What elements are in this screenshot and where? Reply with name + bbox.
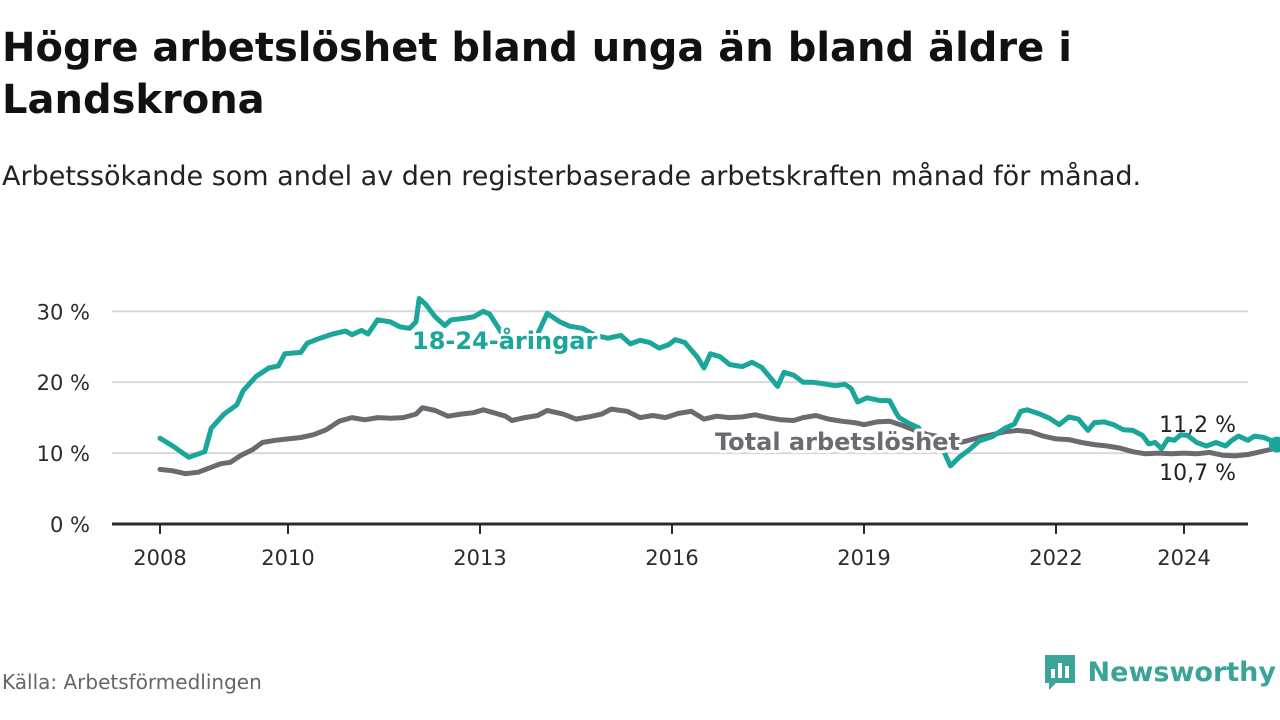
x-tick-label: 2019 xyxy=(837,546,890,570)
x-tick-label: 2024 xyxy=(1157,546,1210,570)
x-tick-label: 2013 xyxy=(453,546,506,570)
series-label-total: Total arbetslöshet xyxy=(715,428,960,456)
x-tick-label: 2010 xyxy=(261,546,314,570)
line-chart: 0 % 10 % 20 % 30 % 2008 2010 2013 2016 2019 2022 2… xyxy=(37,296,1280,570)
series-label-youth: 18-24-åringar xyxy=(412,326,597,355)
y-tick-label: 0 % xyxy=(50,513,90,537)
newsworthy-logo-icon xyxy=(1044,655,1075,690)
end-dot-youth xyxy=(1268,436,1280,453)
x-tick-label: 2008 xyxy=(133,546,186,570)
chart-title: Högre arbetslöshet bland unga än bland ä… xyxy=(2,25,1072,123)
source-note: Källa: Arbetsförmedlingen xyxy=(2,670,262,694)
x-tick-label: 2016 xyxy=(645,546,698,570)
series-line-youth xyxy=(157,296,1280,469)
end-value-label-total: 10,7 % xyxy=(1159,461,1236,486)
y-tick-label: 20 % xyxy=(37,371,90,395)
chart-subtitle: Arbetssökande som andel av den registerb… xyxy=(2,161,1142,192)
y-tick-label: 30 % xyxy=(37,300,90,324)
grid-layer xyxy=(112,310,1248,455)
axis-layer: 0 % 10 % 20 % 30 % 2008 2010 2013 2016 2019 2022 2… xyxy=(37,300,1248,570)
y-tick-label: 10 % xyxy=(37,442,90,466)
x-tick-label: 2022 xyxy=(1029,546,1082,570)
series-line-total xyxy=(157,405,1280,477)
series-layer xyxy=(157,296,1280,477)
end-value-label-youth: 11,2 % xyxy=(1159,413,1236,438)
brand-name: Newsworthy xyxy=(1087,656,1276,688)
label-layer: 18-24-åringar Total arbetslöshet 11,2 % … xyxy=(409,323,1236,486)
brand-logo: Newsworthy xyxy=(1042,650,1276,694)
